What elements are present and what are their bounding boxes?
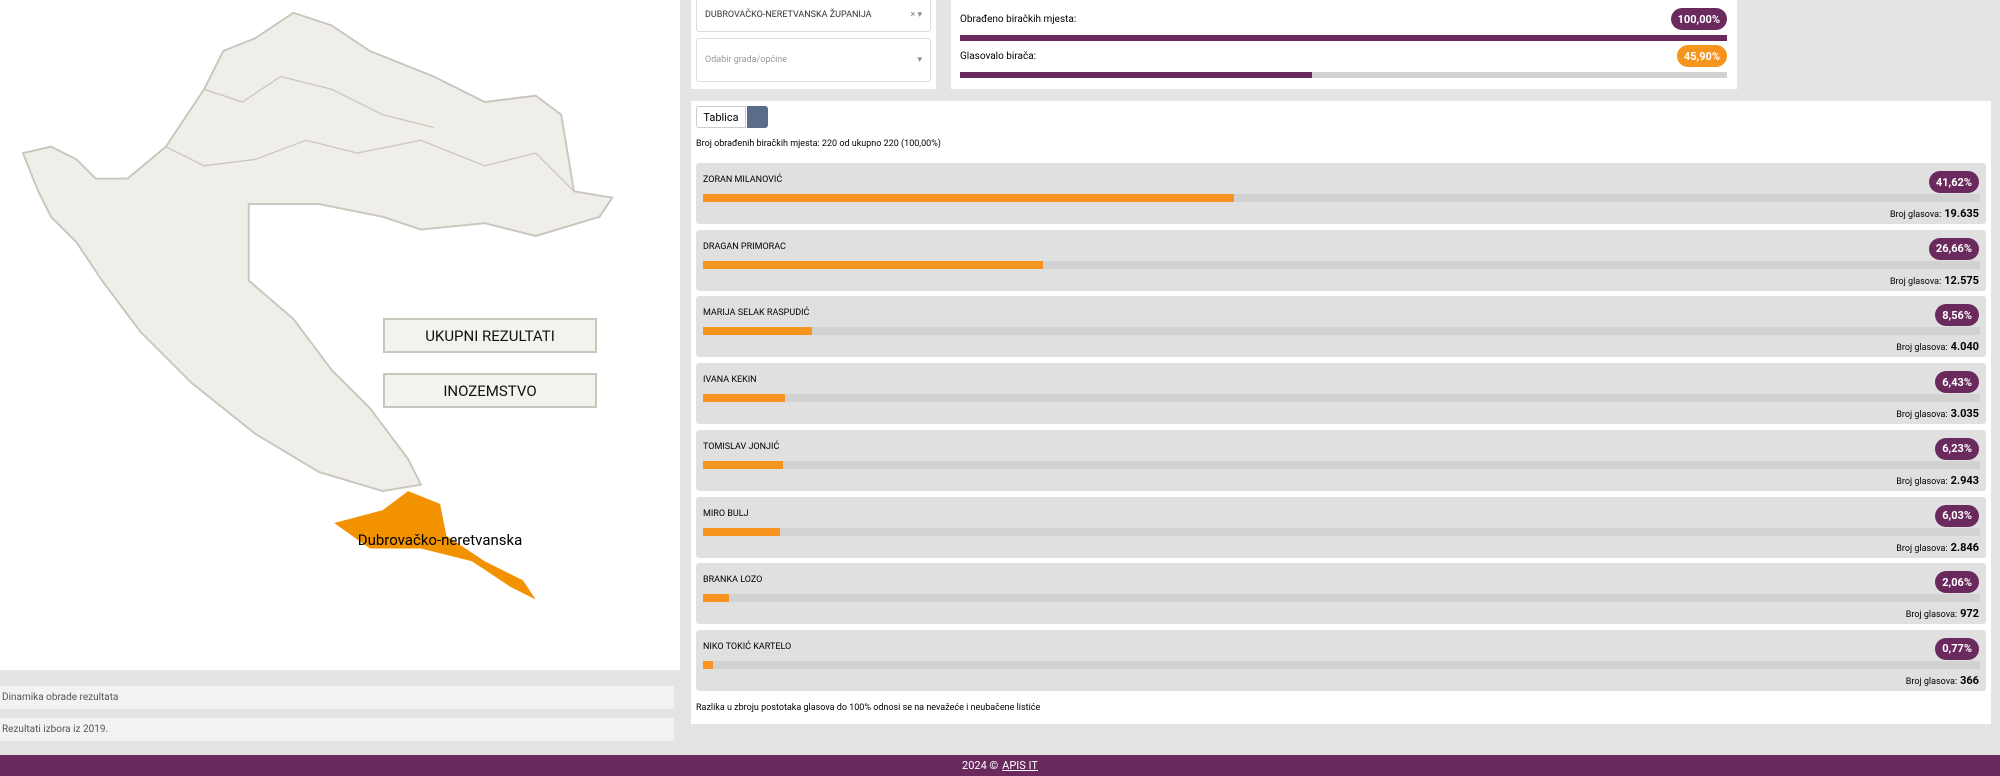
map-panel: Dubrovačko-neretvanska UKUPNI REZULTATI …: [0, 0, 680, 670]
candidate-name: ZORAN MILANOVIĆ: [703, 175, 783, 185]
stat-badge: 100,00%: [1670, 8, 1727, 30]
footer-link[interactable]: APIS IT: [1002, 759, 1038, 772]
share-badge: 26,66%: [1928, 237, 1979, 260]
share-bar: [703, 594, 730, 603]
share-bar: [703, 394, 786, 403]
votes: Broj glasova: 3.035: [1896, 407, 1979, 420]
candidate-row: MIRO BULJ 6,03% Broj glasova: 2.846: [696, 496, 1986, 558]
footer: 2024 © APIS IT: [0, 755, 2000, 776]
candidate-row: ZORAN MILANOVIĆ 41,62% Broj glasova: 19.635: [696, 163, 1986, 224]
votes: Broj glasova: 366: [1906, 674, 1979, 687]
votes: Broj glasova: 2.943: [1896, 474, 1979, 487]
track: [703, 260, 1980, 269]
share-badge: 6,23%: [1935, 437, 1979, 460]
stat-bar: [960, 35, 1727, 41]
county-select[interactable]: DUBROVAČKO-NERETVANSKA ŽUPANIJA × ▾: [696, 0, 931, 32]
votes-label: Broj glasova:: [1896, 543, 1948, 554]
candidate-row: TOMISLAV JONJIĆ 6,23% Broj glasova: 2.943: [696, 429, 1986, 491]
votes-label: Broj glasova:: [1896, 476, 1948, 487]
share-bar: [703, 460, 783, 469]
region-border: [165, 139, 575, 192]
country-shape: [21, 11, 614, 493]
track: [703, 527, 1980, 536]
candidate-name: BRANKA LOZO: [703, 575, 763, 586]
share-bar: [703, 660, 713, 669]
share-bar: [703, 527, 780, 536]
track: [703, 194, 1980, 202]
candidate-name: MARIJA SELAK RASPUDIĆ: [703, 308, 810, 319]
share-bar: [703, 194, 1235, 202]
candidate-row: DRAGAN PRIMORAC 26,66% Broj glasova: 12.575: [696, 229, 1986, 291]
votes: Broj glasova: 4.040: [1896, 340, 1979, 353]
share-badge: 6,43%: [1935, 371, 1979, 394]
candidate-row: MARIJA SELAK RASPUDIĆ 8,56% Broj glasova: 4…: [696, 296, 1986, 358]
votes-value: 2.943: [1950, 473, 1979, 487]
share-badge: 8,56%: [1935, 304, 1979, 327]
share-badge: 2,06%: [1935, 571, 1979, 594]
tab[interactable]: Tablica: [696, 106, 746, 128]
votes-value: 366: [1960, 673, 1979, 687]
votes: Broj glasova: 972: [1906, 607, 1979, 620]
votes-label: Broj glasova:: [1889, 210, 1942, 220]
candidate-name: MIRO BULJ: [703, 508, 749, 519]
stat-bar: [960, 72, 1313, 78]
share-bar: [703, 260, 1044, 269]
track: [703, 394, 1980, 403]
share-badge: 41,62%: [1928, 171, 1979, 193]
chart-tab[interactable]: [747, 106, 768, 128]
selected-region: [334, 491, 536, 600]
candidate-name: NIKO TOKIĆ KARTELO: [703, 641, 792, 652]
candidate-name: IVANA KEKIN: [703, 375, 757, 386]
side-link[interactable]: Rezultati izbora iz 2019.: [0, 718, 674, 741]
votes: Broj glasova: 2.846: [1896, 541, 1979, 554]
city-select[interactable]: Odabir grada/općine ▾: [696, 38, 931, 82]
candidate-row: NIKO TOKIĆ KARTELO 0,77% Broj glasova: 366: [696, 629, 1986, 691]
votes-value: 19.635: [1944, 207, 1979, 220]
votes-label: Broj glasova:: [1905, 676, 1958, 687]
votes-value: 4.040: [1950, 340, 1979, 354]
footer-text: 2024 ©: [962, 759, 999, 772]
track: [703, 660, 1980, 669]
votes-label: Broj glasova:: [1889, 276, 1942, 287]
votes-value: 12.575: [1944, 273, 1979, 287]
share-badge: 0,77%: [1935, 637, 1979, 660]
votes-label: Broj glasova:: [1896, 410, 1948, 421]
share-badge: 6,03%: [1935, 504, 1979, 527]
votes-value: 3.035: [1950, 407, 1979, 421]
stat-track: [960, 72, 1727, 78]
select-text: DUBROVAČKO-NERETVANSKA ŽUPANIJA: [705, 10, 872, 20]
map: Dubrovačko-neretvanska: [21, 11, 614, 600]
votes-label: Broj glasova:: [1896, 343, 1948, 354]
map-button[interactable]: INOZEMSTVO: [383, 373, 597, 408]
candidate-row: BRANKA LOZO 2,06% Broj glasova: 972: [696, 563, 1986, 625]
select-arrow: × ▾: [910, 10, 922, 20]
track: [703, 460, 1980, 469]
candidate-row: IVANA KEKIN 6,43% Broj glasova: 3.035: [696, 363, 1986, 425]
track: [703, 327, 1980, 336]
candidate-name: TOMISLAV JONJIĆ: [703, 441, 780, 452]
map-button[interactable]: UKUPNI REZULTATI: [383, 318, 597, 353]
stat-label: Glasovalo birača:: [960, 51, 1037, 62]
processed-info: Broj obrađenih biračkih mjesta: 220 od u…: [696, 139, 941, 149]
select-arrow: ▾: [917, 55, 922, 65]
votes-label: Broj glasova:: [1905, 610, 1958, 621]
region-border: [203, 75, 434, 129]
votes: Broj glasova: 12.575: [1890, 274, 1979, 287]
share-bar: [703, 327, 813, 336]
stat-label: Obrađeno biračkih mjesta:: [960, 14, 1077, 25]
stats-panel: Obrađeno biračkih mjesta: 100,00% Glasoval…: [951, 0, 1737, 89]
side-link[interactable]: Dinamika obrade rezultata: [0, 686, 674, 709]
region-label: Dubrovačko-neretvanska: [358, 531, 523, 549]
votes: Broj glasova: 19.635: [1890, 207, 1979, 220]
select-text: Odabir grada/općine: [705, 55, 788, 65]
votes-value: 2.846: [1950, 540, 1979, 554]
candidate-name: DRAGAN PRIMORAC: [703, 241, 786, 252]
votes-value: 972: [1960, 607, 1979, 621]
stat-badge: 45,90%: [1676, 45, 1727, 67]
track: [703, 594, 1980, 603]
footnote: Razlika u zbroju postotaka glasova do 10…: [696, 703, 1041, 713]
results-panel: Tablica Broj obrađenih biračkih mjesta: …: [691, 101, 1991, 724]
filter-panel: DUBROVAČKO-NERETVANSKA ŽUPANIJA × ▾ Odabi…: [691, 0, 936, 89]
